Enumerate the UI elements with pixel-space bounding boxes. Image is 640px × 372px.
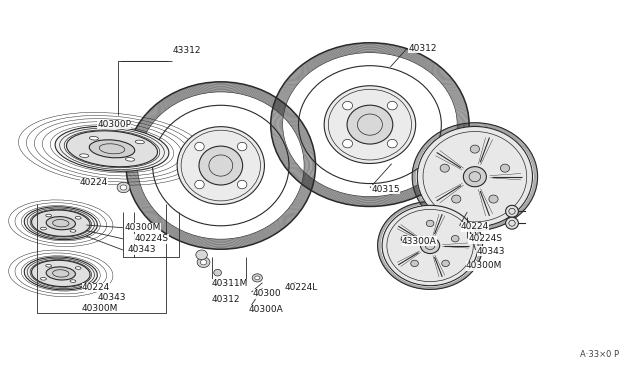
Ellipse shape [463, 167, 486, 187]
Text: 40224L: 40224L [285, 283, 318, 292]
Text: 40315: 40315 [371, 185, 400, 194]
Ellipse shape [9, 250, 113, 297]
Text: 40224S: 40224S [134, 234, 168, 243]
Ellipse shape [411, 260, 419, 267]
Ellipse shape [324, 86, 416, 163]
Ellipse shape [237, 180, 247, 189]
Ellipse shape [19, 112, 205, 185]
Text: 40300M: 40300M [466, 262, 502, 270]
Ellipse shape [67, 131, 157, 167]
Ellipse shape [31, 260, 90, 286]
Ellipse shape [271, 43, 469, 206]
Ellipse shape [40, 227, 46, 230]
Ellipse shape [177, 126, 264, 204]
Text: 40311M: 40311M [211, 279, 248, 288]
Ellipse shape [420, 237, 440, 254]
Ellipse shape [342, 102, 353, 110]
Ellipse shape [9, 200, 113, 247]
Text: 40312: 40312 [408, 44, 437, 53]
Text: A·33×0 P: A·33×0 P [580, 350, 620, 359]
Ellipse shape [451, 235, 459, 242]
Ellipse shape [214, 269, 221, 276]
Ellipse shape [252, 274, 262, 282]
Ellipse shape [24, 207, 97, 240]
Text: 40224S: 40224S [468, 234, 502, 243]
Ellipse shape [55, 126, 169, 171]
Ellipse shape [45, 264, 52, 267]
Ellipse shape [76, 267, 81, 269]
Ellipse shape [442, 260, 449, 267]
Ellipse shape [70, 280, 76, 282]
Text: 40224: 40224 [461, 222, 489, 231]
Ellipse shape [46, 217, 76, 230]
Text: 40300A: 40300A [248, 305, 283, 314]
Text: 40300M: 40300M [82, 304, 118, 313]
Ellipse shape [45, 214, 52, 217]
Ellipse shape [382, 205, 478, 286]
Ellipse shape [120, 185, 127, 190]
Ellipse shape [24, 257, 97, 290]
Ellipse shape [117, 182, 130, 193]
Ellipse shape [196, 250, 207, 260]
Ellipse shape [125, 158, 134, 161]
Ellipse shape [126, 82, 316, 249]
Ellipse shape [387, 102, 397, 110]
Text: 40312: 40312 [211, 295, 240, 304]
Text: 40300P: 40300P [97, 120, 131, 129]
Ellipse shape [489, 195, 498, 203]
Ellipse shape [426, 220, 434, 227]
Ellipse shape [195, 180, 204, 189]
Ellipse shape [200, 260, 207, 265]
Ellipse shape [401, 235, 409, 242]
Ellipse shape [387, 140, 397, 148]
Ellipse shape [506, 205, 518, 217]
Text: 40343: 40343 [477, 247, 506, 256]
Ellipse shape [412, 123, 538, 231]
Ellipse shape [417, 126, 532, 227]
Text: 40343: 40343 [128, 246, 157, 254]
Text: 40300: 40300 [253, 289, 282, 298]
Ellipse shape [342, 140, 353, 148]
Ellipse shape [89, 140, 135, 158]
Ellipse shape [90, 137, 99, 140]
Ellipse shape [255, 276, 260, 280]
Ellipse shape [40, 278, 46, 280]
Ellipse shape [452, 195, 461, 203]
Ellipse shape [440, 164, 449, 172]
Ellipse shape [347, 105, 393, 144]
Text: 40224: 40224 [82, 283, 110, 292]
Ellipse shape [135, 140, 145, 144]
Ellipse shape [378, 202, 483, 289]
Ellipse shape [199, 146, 243, 185]
Text: 40300M: 40300M [125, 223, 161, 232]
Text: 43300A: 43300A [402, 237, 436, 246]
Ellipse shape [197, 257, 210, 267]
Ellipse shape [500, 164, 509, 172]
Ellipse shape [79, 154, 89, 157]
Ellipse shape [506, 217, 518, 229]
Text: 40343: 40343 [97, 293, 126, 302]
Ellipse shape [237, 142, 247, 151]
Ellipse shape [76, 217, 81, 219]
Text: 40224: 40224 [80, 178, 108, 187]
Ellipse shape [470, 145, 479, 153]
Text: 43312: 43312 [173, 46, 202, 55]
Ellipse shape [195, 142, 204, 151]
Ellipse shape [31, 210, 90, 236]
Ellipse shape [46, 267, 76, 280]
Ellipse shape [70, 230, 76, 232]
